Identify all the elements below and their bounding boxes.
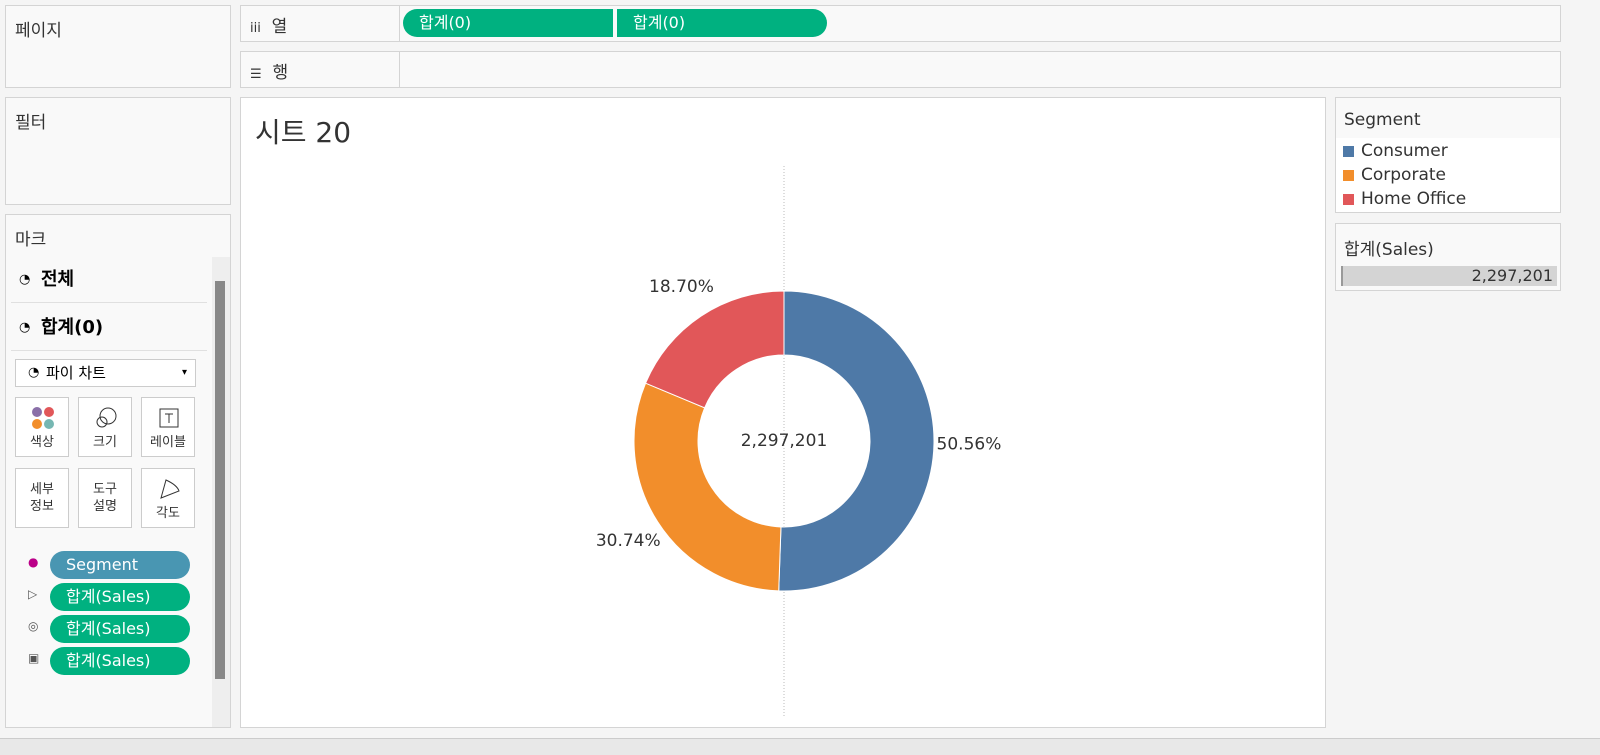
mark-button[interactable]: 색상 — [15, 397, 69, 457]
marks-pill[interactable]: 합계(Sales) — [50, 583, 190, 611]
rows-shelf[interactable]: ☰ 행 — [240, 51, 1561, 88]
mark-type: 파이 차트 — [46, 364, 106, 382]
marks-card-tab[interactable]: ◔ 합계(0) — [11, 305, 207, 351]
marks-pill[interactable]: 합계(Sales) — [50, 647, 190, 675]
legend-label[interactable]: Corporate — [1361, 165, 1446, 185]
legend-title: Segment — [1344, 110, 1421, 130]
color-legend: Segment Consumer Corporate Home Office — [1335, 97, 1561, 213]
column-pill[interactable]: 합계(0) — [617, 9, 827, 37]
legend-label[interactable]: Home Office — [1361, 189, 1467, 209]
chart: 시트 20 50.56% 30.74% 18.70% 2,297,201 — [255, 116, 1002, 716]
columns-text: 열 — [271, 17, 288, 37]
slice-label: 50.56% — [937, 434, 1002, 454]
rows-text: 행 — [272, 63, 289, 83]
columns-label: iii 열 — [250, 17, 288, 37]
pie-slice — [633, 382, 782, 592]
mark-button-label: 세부 정보 — [30, 482, 54, 514]
legend-swatch — [1343, 194, 1354, 205]
card-label: 합계(0) — [41, 317, 104, 338]
columns-shelf[interactable]: iii 열 합계(0) 합계(0) — [240, 5, 1561, 42]
scrollbar-track — [212, 257, 230, 727]
marks-pill[interactable]: 합계(Sales) — [50, 615, 190, 643]
marks-card-tab[interactable]: ◔ 전체 — [11, 257, 207, 303]
slice-label: 30.74% — [596, 531, 661, 551]
legend-swatch — [1343, 170, 1354, 181]
slice-label: 18.70% — [649, 277, 714, 297]
column-pill[interactable]: 합계(0) — [403, 9, 613, 37]
scrollbar-thumb[interactable] — [215, 281, 225, 679]
legend-label[interactable]: Consumer — [1361, 141, 1448, 161]
filters-shelf[interactable]: 필터 — [5, 97, 231, 205]
center-total: 2,297,201 — [741, 431, 828, 451]
marks-card: 마크 파이 차트 ▾ ◔ ◔ 전체 ◔ 합계(0) 색상 크기 레이블 세부 정보 도구 설명 각도 ●… — [5, 214, 231, 728]
filters-label: 필터 — [15, 113, 47, 133]
mark-button-label: 도구 설명 — [93, 482, 117, 514]
pie-slice — [644, 290, 785, 409]
mark-button[interactable]: 크기 — [78, 397, 132, 457]
mark-button-label: 색상 — [30, 435, 54, 450]
pages-shelf[interactable]: 페이지 — [5, 5, 231, 88]
card-label: 전체 — [41, 269, 75, 290]
pie-slice — [778, 290, 935, 592]
mark-button[interactable]: 레이블 — [141, 397, 195, 457]
marks-title: 마크 — [15, 230, 47, 250]
size-legend-value: 2,297,201 — [1341, 266, 1557, 286]
rows-label: ☰ 행 — [250, 63, 289, 83]
mark-button-label: 레이블 — [150, 435, 186, 450]
mark-button-label: 크기 — [93, 435, 117, 450]
tab-bar — [0, 738, 1600, 755]
size-legend: 합계(Sales) 2,297,201 — [1335, 223, 1561, 291]
mark-button-label: 각도 — [156, 506, 180, 521]
mark-button[interactable]: 세부 정보 — [15, 468, 69, 528]
mark-type-dropdown[interactable]: 파이 차트 ▾ ◔ — [15, 359, 196, 387]
size-legend-title: 합계(Sales) — [1344, 240, 1434, 260]
view-pane: 시트 20 50.56% 30.74% 18.70% 2,297,201 — [240, 97, 1326, 728]
pages-label: 페이지 — [15, 21, 62, 41]
chart-title: 시트 20 — [255, 116, 351, 149]
marks-pill[interactable]: Segment — [50, 551, 190, 579]
mark-button[interactable]: 각도 — [141, 468, 195, 528]
legend-swatch — [1343, 146, 1354, 157]
mark-button[interactable]: 도구 설명 — [78, 468, 132, 528]
